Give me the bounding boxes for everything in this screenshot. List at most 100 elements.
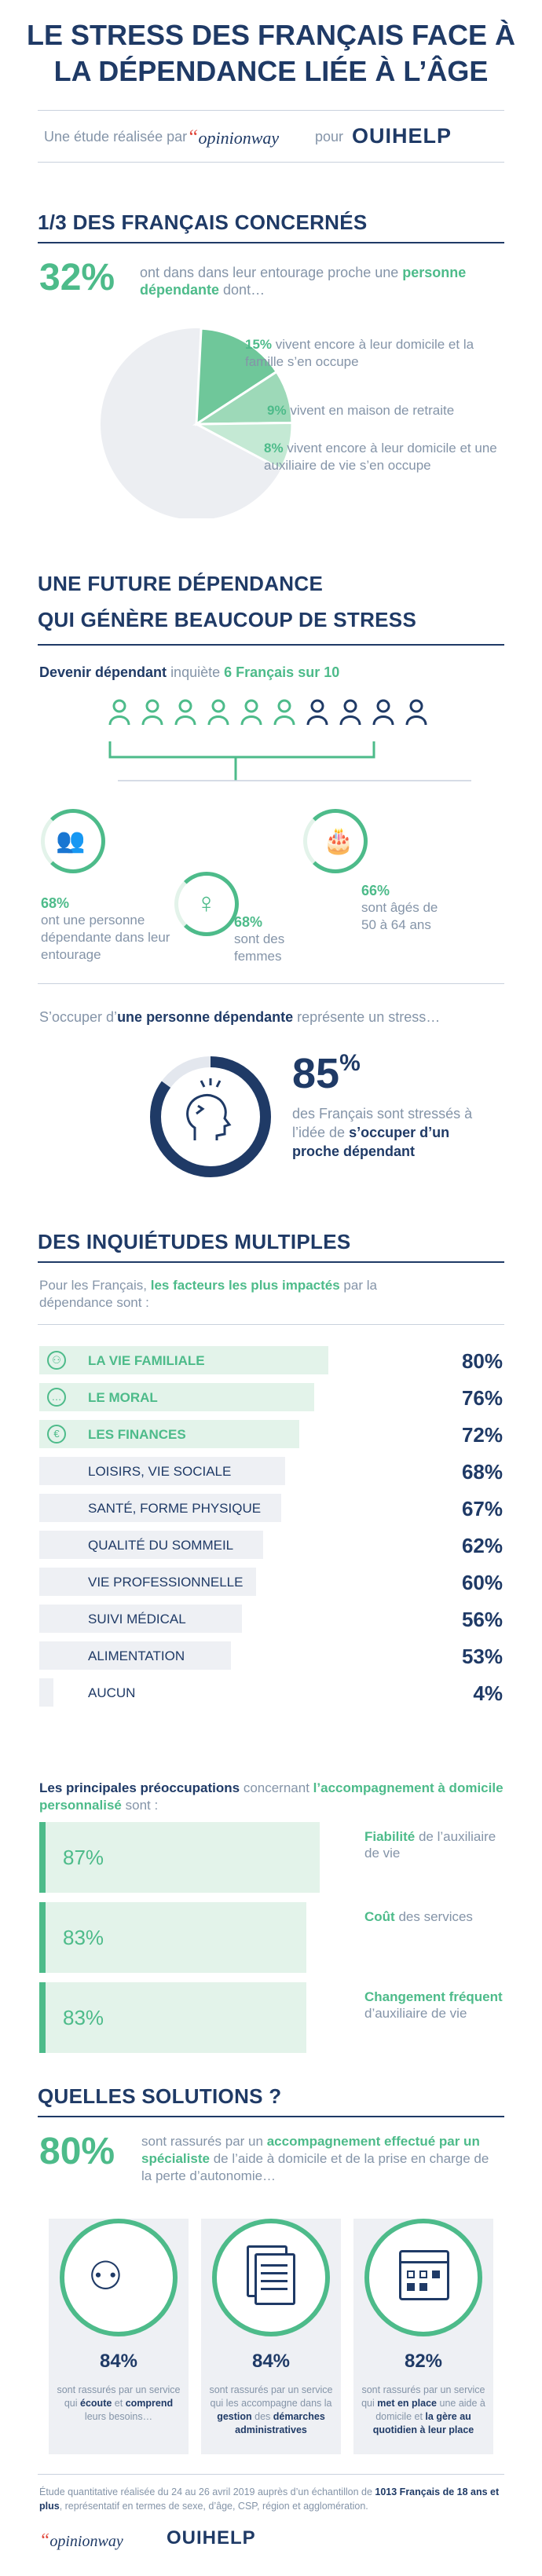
factor-row: SUIVI MÉDICAL 56% xyxy=(39,1605,503,1633)
study-pour: pour xyxy=(315,129,344,145)
factor-bar xyxy=(39,1420,299,1448)
care-intro: S’occuper d’une personne dépendante repr… xyxy=(39,1009,441,1025)
factor-bar xyxy=(39,1605,242,1633)
factor-label: ALIMENTATION xyxy=(88,1648,185,1663)
factor-label: VIE PROFESSIONNELLE xyxy=(88,1575,244,1590)
concern-pct: 83% xyxy=(63,2006,104,2029)
documents-icon xyxy=(212,2219,330,2336)
solution-card-1: ⚇ 84% sont rassurés par un service qui é… xyxy=(49,2219,189,2454)
person-icon xyxy=(141,699,163,726)
factor-value: 68% xyxy=(461,1460,503,1484)
section1-heading: 1/3 DES FRANÇAIS CONCERNÉS xyxy=(38,210,368,234)
concern-text: Coût des services xyxy=(364,1909,473,1924)
person-icon xyxy=(174,699,196,726)
factor-row: € LES FINANCES 72% xyxy=(39,1420,503,1448)
person-icon xyxy=(240,699,262,726)
factor-value: 4% xyxy=(473,1681,503,1705)
factor-bar xyxy=(39,1383,314,1411)
factor-row: VIE PROFESSIONNELLE 60% xyxy=(39,1568,503,1596)
section3-heading: DES INQUIÉTUDES MULTIPLES xyxy=(38,1230,351,1253)
people-row xyxy=(108,699,427,726)
solution-card-2: 84% sont rassurés par un service qui les… xyxy=(201,2219,341,2454)
concern-row: 83% Changement fréquent d’auxiliaire de v… xyxy=(39,1982,503,2053)
section1-pct: 32% xyxy=(39,257,115,298)
section1-intro: ont dans dans leur entourage proche une … xyxy=(140,265,467,298)
euro-icon: € xyxy=(47,1425,66,1444)
person-icon xyxy=(306,699,328,726)
factor-bar xyxy=(39,1531,263,1559)
factor-row: LOISIRS, VIE SOCIALE 68% xyxy=(39,1457,503,1485)
stat-circle-age: 🎂 xyxy=(303,809,368,873)
factor-label: LOISIRS, VIE SOCIALE xyxy=(88,1464,232,1479)
concerns-intro: Les principales préoccupations concernan… xyxy=(39,1780,504,1813)
factor-value: 72% xyxy=(461,1423,503,1447)
person-icon xyxy=(207,699,229,726)
factor-value: 60% xyxy=(461,1571,503,1594)
concern-row: 83% Coût des services xyxy=(39,1902,503,1973)
stress-text: des Français sont stressés à l’idée de s… xyxy=(292,1106,473,1159)
factor-bar xyxy=(39,1494,281,1522)
page-title-line2: LA DÉPENDANCE LIÉE À L’ÂGE xyxy=(53,55,489,87)
factor-label: SANTÉ, FORME PHYSIQUE xyxy=(88,1501,262,1516)
page-title-line1: LE STRESS DES FRANÇAIS FACE À xyxy=(26,19,516,51)
stat-left: 68% ont une personne dépendante dans leu… xyxy=(41,895,170,962)
factor-row: AUCUN 4% xyxy=(39,1678,503,1707)
person-icon xyxy=(273,699,295,726)
concern-row: 87% Fiabilité de l’auxiliaire de vie xyxy=(39,1822,503,1893)
solutions-pct: 80% xyxy=(39,2131,115,2172)
factor-label: LE MORAL xyxy=(88,1390,158,1405)
factor-bar xyxy=(39,1678,53,1707)
person-icon xyxy=(405,699,427,726)
concern-bar xyxy=(39,1902,306,1973)
listening-icon: ⚇ xyxy=(60,2219,178,2336)
person-icon xyxy=(372,699,394,726)
stat-circle-entourage: 👥 xyxy=(41,809,105,873)
factor-bar xyxy=(39,1641,231,1670)
family-icon: 👥 xyxy=(56,828,86,854)
factor-row: QUALITÉ DU SOMMEIL 62% xyxy=(39,1531,503,1559)
pie-slice xyxy=(196,421,294,471)
concern-pct: 87% xyxy=(63,1846,104,1869)
factor-label: LES FINANCES xyxy=(88,1427,186,1442)
opinionway-logo: “opinionway xyxy=(187,126,280,148)
factor-label: SUIVI MÉDICAL xyxy=(88,1612,186,1626)
stat-circle-femmes: ♀ xyxy=(174,872,239,936)
connector-lines xyxy=(108,741,471,781)
concern-text: Fiabilité de l’auxiliaire de vie xyxy=(364,1829,496,1861)
factor-label: QUALITÉ DU SOMMEIL xyxy=(88,1538,234,1553)
female-icon: ♀ xyxy=(196,887,217,919)
cake-icon: 🎂 xyxy=(323,826,354,854)
concern-bar xyxy=(39,1982,306,2053)
stress-ring xyxy=(150,1056,271,1177)
factor-row: ALIMENTATION 53% xyxy=(39,1641,503,1670)
family-icon: ⚇ xyxy=(47,1351,66,1370)
study-credit: Une étude réalisée par “opinionway pour … xyxy=(44,123,500,151)
factor-bar xyxy=(39,1346,328,1374)
factor-label: AUCUN xyxy=(88,1685,136,1700)
factor-value: 62% xyxy=(461,1534,503,1557)
pie-chart xyxy=(101,327,294,518)
section2-sub: Devenir dépendant inquiète 6 Français su… xyxy=(39,664,340,680)
person-icon xyxy=(108,699,130,726)
footer-ouihelp-logo: OUIHELP xyxy=(167,2527,256,2549)
section4-heading: QUELLES SOLUTIONS ? xyxy=(38,2084,282,2108)
stressed-head-icon xyxy=(186,1078,232,1140)
pie-slice xyxy=(195,327,279,426)
factor-value: 53% xyxy=(461,1645,503,1668)
footer-opinionway-logo: “opinionway xyxy=(39,2530,123,2551)
factor-value: 80% xyxy=(461,1349,503,1373)
ouihelp-logo: OUIHELP xyxy=(352,124,452,148)
footer-note: Étude quantitative réalisée du 24 au 26 … xyxy=(39,2486,500,2512)
stat-right: 66% sont âgés de 50 à 64 ans xyxy=(361,883,438,932)
concern-text: Changement fréquent d’auxiliaire de vie xyxy=(364,1989,503,2021)
factors-intro: Pour les Français, les facteurs les plus… xyxy=(39,1278,377,1310)
factor-label: LA VIE FAMILIALE xyxy=(88,1353,205,1368)
factor-value: 76% xyxy=(461,1386,503,1410)
factor-row: SANTÉ, FORME PHYSIQUE 67% xyxy=(39,1494,503,1522)
pie-label-3: 8% vivent encore à leur domicile et une … xyxy=(264,441,497,473)
concern-pct: 83% xyxy=(63,1926,104,1949)
solution-card-3: 82% sont rassurés par un service qui met… xyxy=(353,2219,493,2454)
section2-heading: UNE FUTURE DÉPENDANCE QUI GÉNÈRE BEAUCOU… xyxy=(38,572,417,631)
factor-row: … LE MORAL 76% xyxy=(39,1383,503,1411)
concern-bar xyxy=(39,1822,320,1893)
